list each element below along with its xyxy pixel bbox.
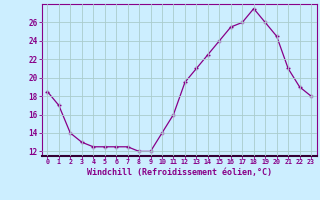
X-axis label: Windchill (Refroidissement éolien,°C): Windchill (Refroidissement éolien,°C): [87, 168, 272, 177]
